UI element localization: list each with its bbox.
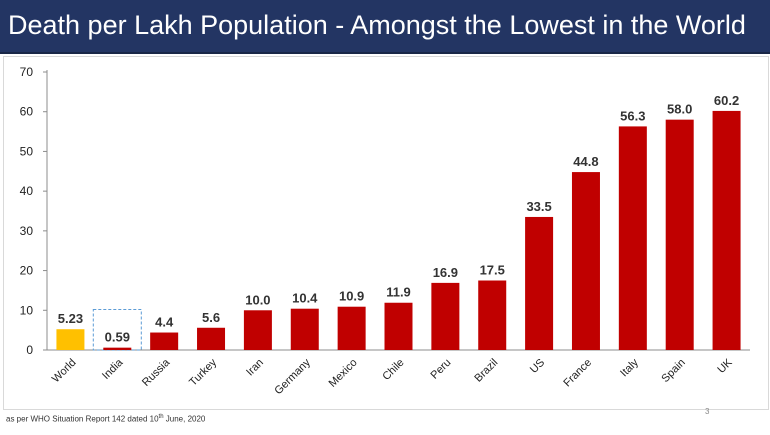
data-label-germany: 10.4 (292, 291, 318, 306)
data-label-brazil: 17.5 (480, 263, 505, 278)
bar-world (56, 329, 85, 350)
x-tick-label-peru: Peru (429, 357, 454, 382)
data-label-mexico: 10.9 (339, 289, 364, 304)
y-tick-label: 50 (20, 144, 34, 158)
title-bar: Death per Lakh Population - Amongst the … (0, 0, 770, 54)
data-label-us: 33.5 (526, 199, 551, 214)
bar-russia (150, 332, 179, 350)
x-tick-label-brazil: Brazil (472, 357, 500, 385)
x-tick-label-turkey: Turkey (187, 356, 219, 388)
x-tick-label-iran: Iran (244, 357, 266, 379)
y-tick-label: 20 (20, 264, 34, 278)
x-tick-label-chile: Chile (380, 357, 406, 383)
bar-italy (618, 126, 647, 350)
bar-peru (431, 282, 460, 350)
footnote: as per WHO Situation Report 142 dated 10… (6, 414, 205, 424)
bar-chile (384, 302, 413, 350)
data-label-italy: 56.3 (620, 108, 645, 123)
y-tick-label: 70 (20, 65, 34, 79)
bar-uk (712, 110, 741, 350)
data-label-india: 0.59 (105, 330, 130, 345)
x-tick-label-spain: Spain (659, 357, 687, 385)
y-tick-label: 60 (20, 105, 34, 119)
bar-iran (243, 310, 272, 350)
x-tick-label-us: US (528, 357, 547, 376)
data-label-uk: 60.2 (714, 93, 739, 108)
bar-spain (665, 119, 694, 351)
bar-france (571, 172, 600, 350)
footnote-prefix: as per WHO Situation Report 142 dated 10 (6, 414, 159, 424)
y-tick-label: 30 (20, 224, 34, 238)
page-number: 3 (705, 407, 710, 416)
bar-turkey (197, 327, 226, 350)
x-tick-label-world: World (50, 357, 79, 386)
x-tick-label-india: India (100, 356, 126, 382)
x-tick-label-uk: UK (715, 356, 735, 376)
bar-us (525, 216, 554, 350)
data-label-turkey: 5.6 (202, 310, 220, 325)
y-tick-label: 0 (26, 343, 33, 357)
x-tick-label-germany: Germany (272, 356, 313, 397)
data-label-russia: 4.4 (155, 315, 174, 330)
bar-brazil (478, 280, 507, 350)
x-tick-label-russia: Russia (140, 356, 173, 389)
bar-india (103, 347, 132, 350)
y-tick-label: 40 (20, 184, 34, 198)
data-label-peru: 16.9 (433, 265, 458, 280)
data-label-spain: 58.0 (667, 102, 692, 117)
data-label-world: 5.23 (58, 311, 83, 326)
data-label-iran: 10.0 (245, 292, 270, 307)
footnote-superscript: th (158, 414, 164, 420)
bar-mexico (337, 306, 366, 350)
data-label-france: 44.8 (573, 154, 598, 169)
y-tick-label: 10 (20, 303, 34, 317)
footnote-suffix: June, 2020 (163, 414, 206, 424)
slide-title: Death per Lakh Population - Amongst the … (8, 10, 746, 40)
x-tick-label-italy: Italy (618, 356, 641, 379)
x-tick-label-mexico: Mexico (327, 357, 360, 390)
bar-germany (290, 308, 319, 350)
data-label-chile: 11.9 (386, 285, 411, 300)
x-tick-label-france: France (561, 357, 594, 390)
